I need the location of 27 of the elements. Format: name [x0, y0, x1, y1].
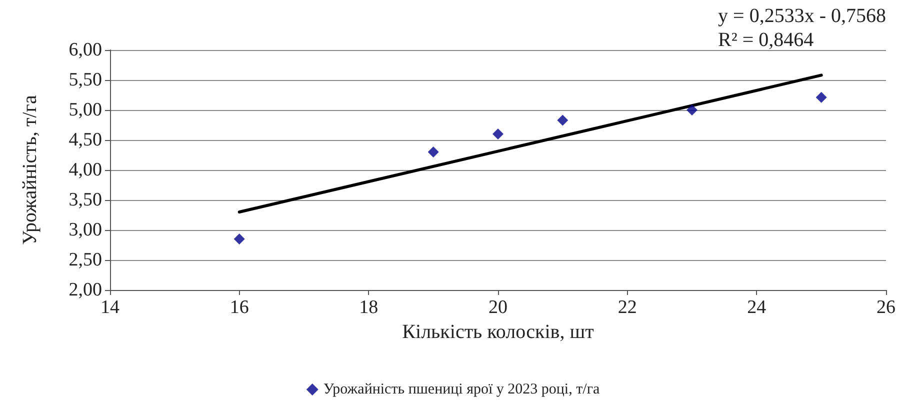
point — [428, 146, 439, 158]
x-tick-label: 22 — [618, 297, 637, 318]
point — [816, 92, 827, 103]
legend-label: Урожайність пшениці ярої у 2023 році, т/га — [323, 382, 600, 398]
text: y = 0,2533x - 0,7568 — [718, 5, 886, 27]
y-tick-label: 4,50 — [68, 130, 102, 150]
x-tick-label: 14 — [100, 297, 120, 318]
point — [492, 128, 504, 140]
y-tick-label: 3,50 — [68, 190, 102, 210]
point — [686, 104, 698, 116]
x-tick-label: 20 — [488, 297, 508, 318]
y-tick-label: 5,50 — [68, 70, 102, 90]
y-tick-label: 4,00 — [68, 160, 102, 180]
x-axis-title: Кількість колосків, шт — [402, 320, 594, 343]
point — [557, 114, 568, 126]
y-tick-label: 2,50 — [68, 250, 102, 270]
x-tick-label: 16 — [230, 297, 249, 318]
y-tick-label: 3,00 — [68, 220, 102, 240]
y-tick-label: 5,00 — [68, 100, 102, 120]
point — [234, 234, 245, 244]
x-tick-label: 18 — [359, 297, 378, 318]
annotation: R² = 0,8464 — [718, 29, 814, 51]
x-tick-label: 24 — [747, 297, 767, 318]
y-axis-title: Урожайність, т/га — [19, 95, 41, 245]
x-tick-label: 26 — [876, 297, 896, 318]
y-tick-label: 6,00 — [68, 40, 102, 60]
y-tick-label: 2,00 — [68, 280, 102, 300]
